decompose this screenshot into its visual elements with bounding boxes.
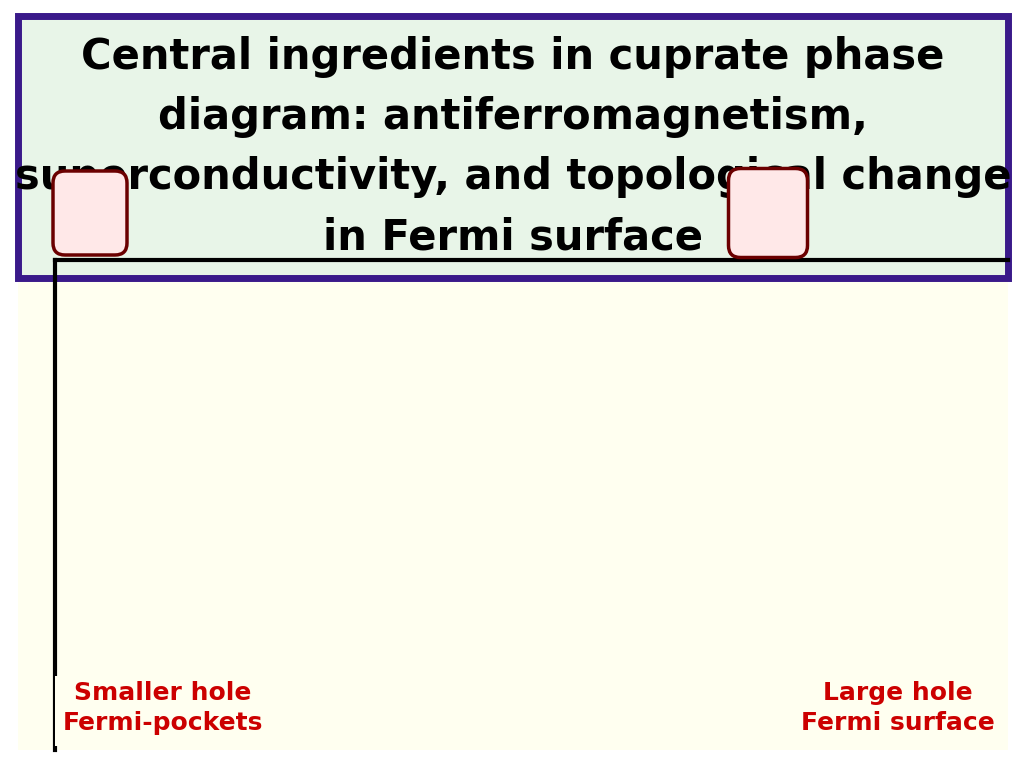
Text: in Fermi surface: in Fermi surface <box>323 216 703 258</box>
Text: diagram: antiferromagnetism,: diagram: antiferromagnetism, <box>158 96 868 138</box>
Bar <box>18 260 1008 750</box>
Text: Fermi-pockets: Fermi-pockets <box>62 711 263 735</box>
Bar <box>55 676 270 746</box>
Bar <box>793 676 1002 746</box>
FancyBboxPatch shape <box>18 16 1008 278</box>
FancyBboxPatch shape <box>53 171 127 255</box>
Text: Smaller hole: Smaller hole <box>74 681 251 705</box>
Text: Large hole: Large hole <box>823 681 973 705</box>
Text: superconductivity, and topological change: superconductivity, and topological chang… <box>14 156 1012 198</box>
Text: Fermi surface: Fermi surface <box>801 711 995 735</box>
FancyBboxPatch shape <box>728 168 808 257</box>
Text: Central ingredients in cuprate phase: Central ingredients in cuprate phase <box>81 36 945 78</box>
